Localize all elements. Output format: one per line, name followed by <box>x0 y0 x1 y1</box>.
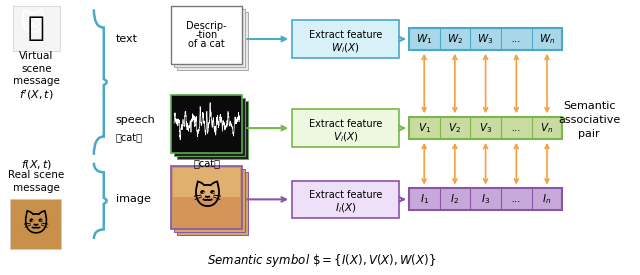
Bar <box>292 109 399 147</box>
Text: $V_n$: $V_n$ <box>540 121 554 135</box>
Text: $I_i(X)$: $I_i(X)$ <box>335 202 356 215</box>
Bar <box>409 117 563 139</box>
Text: $I_2$: $I_2$ <box>451 192 460 206</box>
Text: $W_i(X)$: $W_i(X)$ <box>331 41 360 55</box>
Text: 🐱: 🐱 <box>19 11 45 35</box>
Text: 🐱: 🐱 <box>22 212 49 236</box>
Text: Extract feature: Extract feature <box>308 190 382 200</box>
Text: $I_n$: $I_n$ <box>543 192 552 206</box>
Text: text: text <box>116 34 138 44</box>
Bar <box>171 166 243 229</box>
Text: $W_1$: $W_1$ <box>416 32 432 46</box>
Text: $W_n$: $W_n$ <box>539 32 555 46</box>
Text: ...: ... <box>511 194 521 204</box>
Text: Semantic
associative
pair: Semantic associative pair <box>558 101 620 139</box>
Text: ...: ... <box>511 34 521 44</box>
Text: Descrip-: Descrip- <box>186 21 227 31</box>
Bar <box>10 199 61 249</box>
Text: Extract feature: Extract feature <box>308 119 382 129</box>
Text: 🐱: 🐱 <box>193 183 221 211</box>
Bar <box>177 12 248 70</box>
Text: Semantic symbol $\$ = \{I(X), V(X), W(X)\}$: Semantic symbol $\$ = \{I(X), V(X), W(X)… <box>207 252 436 269</box>
Bar <box>13 6 60 51</box>
Text: ...: ... <box>511 123 521 133</box>
Bar <box>174 9 245 67</box>
Text: Real scene
message: Real scene message <box>8 170 65 193</box>
Bar <box>173 168 241 199</box>
Text: $W_3$: $W_3$ <box>477 32 493 46</box>
Text: of a cat: of a cat <box>188 39 225 49</box>
Bar <box>409 28 563 50</box>
Bar <box>171 6 243 64</box>
Text: 🐈: 🐈 <box>28 14 45 42</box>
Text: $I_3$: $I_3$ <box>481 192 490 206</box>
Text: image: image <box>116 194 150 204</box>
Bar <box>409 188 563 210</box>
Bar <box>177 101 248 159</box>
Bar <box>173 197 241 227</box>
Bar <box>292 181 399 218</box>
Text: $W_2$: $W_2$ <box>447 32 463 46</box>
Text: $f^{\prime}(X,t)$: $f^{\prime}(X,t)$ <box>19 89 54 102</box>
Text: $V_1$: $V_1$ <box>418 121 431 135</box>
Text: -tion: -tion <box>196 30 218 40</box>
Bar <box>171 95 243 153</box>
Text: $V_i(X)$: $V_i(X)$ <box>333 130 358 144</box>
Text: $V_3$: $V_3$ <box>479 121 492 135</box>
Text: Extract feature: Extract feature <box>308 30 382 40</box>
Text: $f(X,t)$: $f(X,t)$ <box>20 158 52 171</box>
Text: 【cat】: 【cat】 <box>116 133 143 143</box>
Bar <box>292 20 399 58</box>
Text: Virtual
scene
message: Virtual scene message <box>13 51 60 86</box>
Bar <box>174 169 245 232</box>
Text: $I_1$: $I_1$ <box>420 192 429 206</box>
Text: $V_2$: $V_2$ <box>449 121 461 135</box>
Bar <box>174 98 245 156</box>
Text: 【cat】: 【cat】 <box>193 159 220 169</box>
Bar <box>177 172 248 235</box>
Text: speech: speech <box>116 115 156 125</box>
